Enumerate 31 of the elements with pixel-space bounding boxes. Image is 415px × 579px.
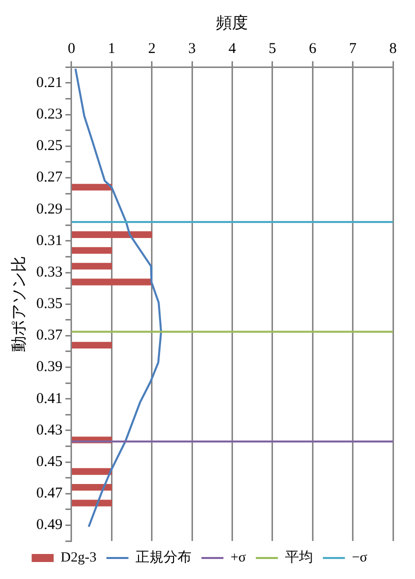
y-tick-label: 0.33 xyxy=(36,264,62,280)
y-tick-label: 0.29 xyxy=(36,201,62,218)
y-axis-title: 動ポアソン比 xyxy=(10,256,28,352)
x-tick-label: 6 xyxy=(308,41,317,58)
x-tick-label: 1 xyxy=(108,41,116,58)
legend-label: D2g-3 xyxy=(60,550,96,566)
y-tick-label: 0.23 xyxy=(36,106,62,123)
y-tick-label: 0.21 xyxy=(36,74,62,91)
x-axis-title: 頻度 xyxy=(216,14,248,32)
legend-label: −σ xyxy=(352,550,368,566)
x-tick-label: 4 xyxy=(228,41,236,58)
y-tick-label: 0.49 xyxy=(36,517,62,534)
legend-label: 正規分布 xyxy=(135,550,192,566)
y-tick-label: 0.31 xyxy=(36,232,62,249)
x-tick-label: 5 xyxy=(268,41,276,58)
y-tick-label: 0.45 xyxy=(36,454,62,470)
y-tick-label: 0.41 xyxy=(36,390,62,407)
legend-label: 平均 xyxy=(284,550,313,566)
y-tick-label: 0.37 xyxy=(36,328,63,344)
y-tick-label: 0.27 xyxy=(36,170,63,186)
x-tick-label: 0 xyxy=(68,41,76,58)
x-tick-label: 8 xyxy=(389,41,397,58)
y-tick-label: 0.25 xyxy=(36,138,62,154)
y-tick-label: 0.43 xyxy=(36,422,62,438)
x-tick-label: 3 xyxy=(188,41,196,58)
y-tick-label: 0.39 xyxy=(36,359,62,376)
legend-label: +σ xyxy=(230,550,246,566)
x-tick-label: 2 xyxy=(148,41,156,58)
x-tick-label: 7 xyxy=(349,41,358,58)
y-tick-label: 0.47 xyxy=(36,486,63,502)
y-tick-label: 0.35 xyxy=(36,296,62,312)
